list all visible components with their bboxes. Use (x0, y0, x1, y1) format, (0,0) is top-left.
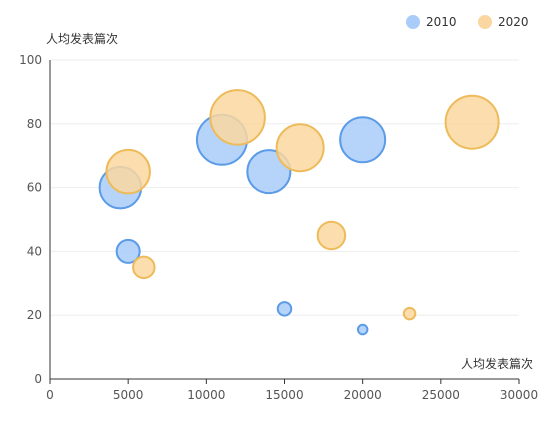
legend-item-2020[interactable]: 2020 (478, 15, 529, 29)
bubbles (98, 89, 500, 336)
bubble-2020-6[interactable] (402, 306, 417, 321)
y-tick-label: 60 (27, 181, 42, 195)
bubble-2020-3[interactable] (209, 89, 266, 146)
bubble-2010-7[interactable] (356, 323, 369, 336)
legend-marker-2020 (478, 15, 492, 29)
bubble-2010-5[interactable] (276, 301, 293, 317)
legend-item-2010[interactable]: 2010 (406, 15, 457, 29)
x-axis-title: 人均发表篇次 (461, 356, 533, 371)
y-tick-label: 0 (34, 372, 42, 386)
bubble-2020-7[interactable] (444, 94, 500, 150)
legend[interactable]: 2010 2020 (406, 15, 529, 29)
x-tick-label: 30000 (500, 388, 538, 402)
x-tick-label: 25000 (422, 388, 460, 402)
bubble-2010-6[interactable] (339, 116, 387, 164)
x-tick-label: 10000 (187, 388, 225, 402)
bubble-2020-4[interactable] (275, 123, 325, 173)
bubble-2020-5[interactable] (316, 220, 347, 251)
bubble-2020-2[interactable] (132, 255, 156, 280)
legend-label-2010: 2010 (426, 15, 457, 29)
y-axis-title: 人均发表篇次 (46, 31, 118, 46)
x-tick-label: 0 (46, 388, 54, 402)
x-tick-label: 5000 (113, 388, 144, 402)
x-tick-label: 15000 (265, 388, 303, 402)
axes: 0 20 40 60 80 100 0 5000 10000 15000 20000 25000 300… (19, 53, 538, 402)
legend-label-2020: 2020 (498, 15, 529, 29)
y-tick-label: 100 (19, 53, 42, 67)
y-tick-label: 40 (27, 244, 42, 258)
legend-marker-2010 (406, 15, 420, 29)
bubble-2010-2[interactable] (115, 238, 141, 264)
y-tick-label: 80 (27, 117, 42, 131)
bubble-2020-1[interactable] (105, 148, 151, 195)
axis-labels: 人均发表篇次 人均发表篇次 (46, 31, 533, 371)
y-tick-label: 20 (27, 308, 42, 322)
x-tick-label: 20000 (344, 388, 382, 402)
